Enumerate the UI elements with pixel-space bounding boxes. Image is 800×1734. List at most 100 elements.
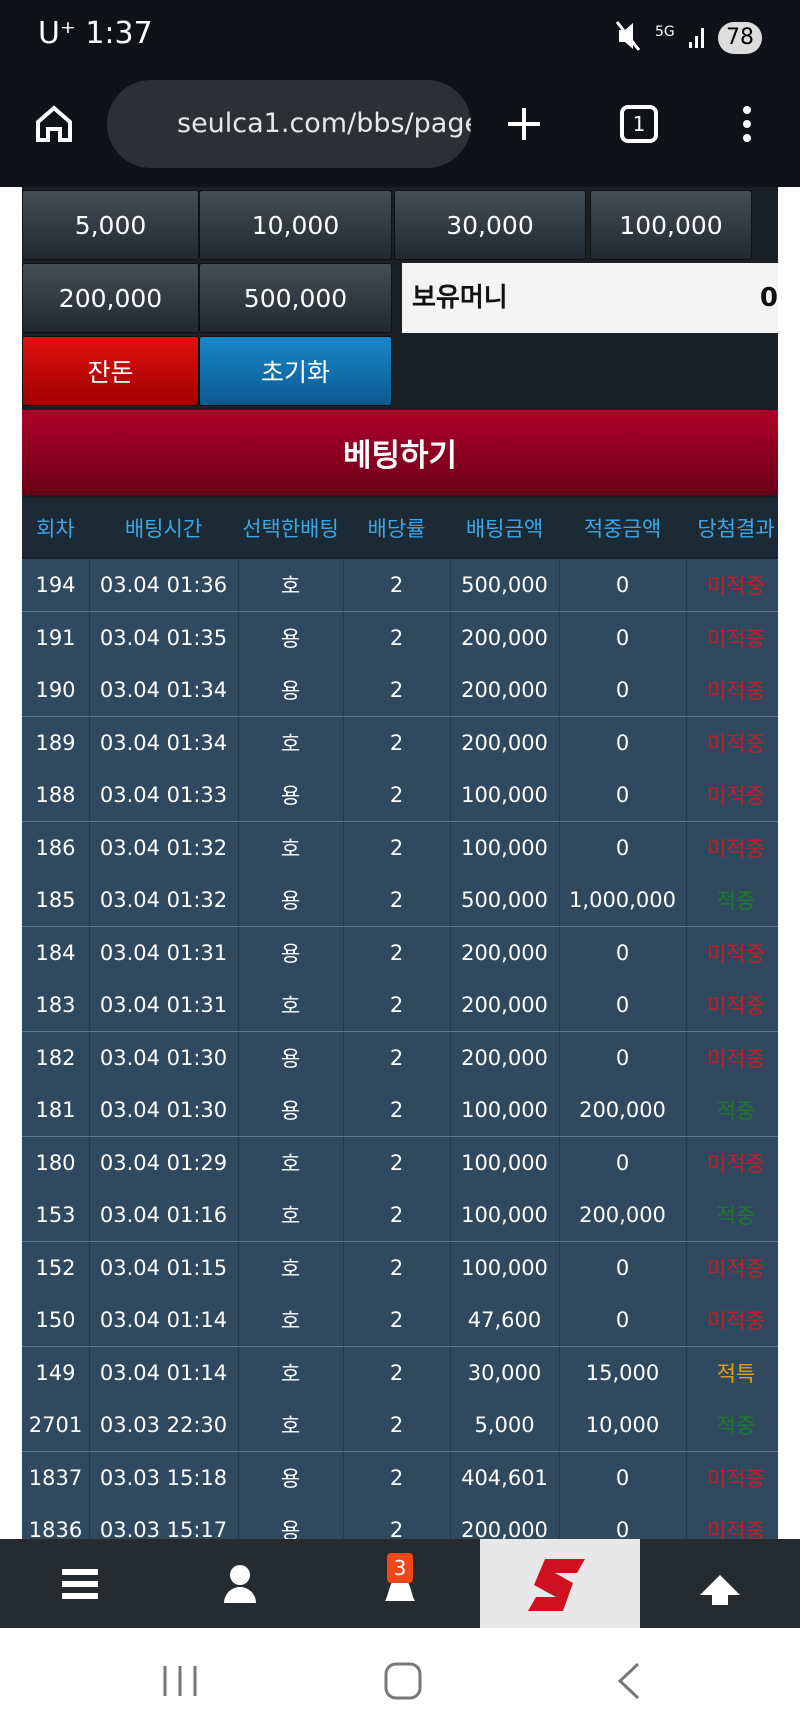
battery: 78 bbox=[718, 22, 762, 54]
table-cell: 2 bbox=[343, 1241, 451, 1294]
table-cell: 03.04 01:34 bbox=[89, 716, 239, 769]
table-cell: 호 bbox=[238, 716, 344, 769]
table-cell: 03.04 01:14 bbox=[89, 1294, 239, 1346]
table-cell: 2 bbox=[343, 1189, 451, 1241]
content: 5,000 10,000 30,000 100,000 200,000 500,000 보유… bbox=[22, 187, 778, 1539]
table-cell: 미적중 bbox=[686, 927, 778, 979]
url-bar[interactable]: seulca1.com/bbs/page bbox=[107, 80, 471, 168]
table-cell: 미적중 bbox=[686, 717, 778, 769]
amount-button[interactable]: 100,000 bbox=[590, 190, 752, 260]
table-row: 185 03.04 01:32 용 2 500,000 1,000,000 적중 bbox=[22, 874, 778, 927]
status-icons: 5G bbox=[615, 21, 704, 51]
amount-button[interactable]: 500,000 bbox=[199, 263, 392, 333]
table-cell: 적중 bbox=[686, 1399, 778, 1451]
table-cell: 용 bbox=[238, 611, 344, 664]
table-cell: 03.04 01:16 bbox=[89, 1189, 239, 1241]
table-cell: 100,000 bbox=[450, 769, 560, 821]
table-cell: 200,000 bbox=[559, 1084, 687, 1136]
amount-button[interactable]: 200,000 bbox=[22, 263, 199, 333]
table-row: 1836 03.03 15:17 용 2 200,000 0 미적중 bbox=[22, 1504, 778, 1539]
tab-count: 1 bbox=[633, 112, 646, 136]
amount-button[interactable]: 30,000 bbox=[394, 190, 586, 260]
table-cell: 03.04 01:30 bbox=[89, 1084, 239, 1136]
table-cell: 03.04 01:31 bbox=[89, 926, 239, 979]
table-cell: 100,000 bbox=[450, 1136, 560, 1189]
table-cell: 용 bbox=[238, 769, 344, 821]
table-cell: 0 bbox=[559, 979, 687, 1031]
table-header: 회차 배팅시간 선택한배팅 배당률 배팅금액 적중금액 당첨결과 bbox=[22, 498, 778, 557]
table-cell: 0 bbox=[559, 1504, 687, 1539]
table-row: 149 03.04 01:14 호 2 30,000 15,000 적특 bbox=[22, 1346, 778, 1400]
table-cell: 용 bbox=[238, 1084, 344, 1136]
table-cell: 미적중 bbox=[686, 1137, 778, 1189]
home-button[interactable] bbox=[34, 104, 74, 144]
table-cell: 호 bbox=[238, 1241, 344, 1294]
table-cell: 152 bbox=[22, 1241, 90, 1294]
table-cell: 적중 bbox=[686, 1189, 778, 1241]
table-cell: 500,000 bbox=[450, 559, 560, 611]
banner: 베팅하기 bbox=[22, 410, 778, 495]
amount-button[interactable]: 10,000 bbox=[199, 190, 392, 260]
table-cell: 185 bbox=[22, 874, 90, 926]
header-cell: 적중금액 bbox=[583, 516, 662, 541]
table-row: 191 03.04 01:35 용 2 200,000 0 미적중 bbox=[22, 611, 778, 665]
table-cell: 미적중 bbox=[686, 664, 778, 716]
table-cell: 2701 bbox=[22, 1399, 90, 1451]
header-cell: 회차 bbox=[36, 516, 75, 541]
browser-controls[interactable]: 1 bbox=[505, 104, 755, 144]
table-cell: 호 bbox=[238, 821, 344, 874]
table-cell: 200,000 bbox=[450, 979, 560, 1031]
table-cell: 2 bbox=[343, 664, 451, 716]
table-cell: 200,000 bbox=[450, 664, 560, 716]
table-row: 1837 03.03 15:18 용 2 404,601 0 미적중 bbox=[22, 1451, 778, 1505]
table-cell: 0 bbox=[559, 821, 687, 874]
table-cell: 181 bbox=[22, 1084, 90, 1136]
table-cell: 2 bbox=[343, 821, 451, 874]
table-cell: 200,000 bbox=[450, 716, 560, 769]
table-cell: 200,000 bbox=[450, 926, 560, 979]
table-cell: 100,000 bbox=[450, 1189, 560, 1241]
table-cell: 1836 bbox=[22, 1504, 90, 1539]
table-row: 182 03.04 01:30 용 2 200,000 0 미적중 bbox=[22, 1031, 778, 1085]
table-cell: 189 bbox=[22, 716, 90, 769]
header-cell: 배팅시간 bbox=[124, 516, 203, 541]
table-cell: 15,000 bbox=[559, 1346, 687, 1399]
status-bar: U⁺ 1:37 78 5G bbox=[0, 0, 800, 76]
table-cell: 적중 bbox=[686, 874, 778, 926]
table-cell: 150 bbox=[22, 1294, 90, 1346]
table-cell: 2 bbox=[343, 769, 451, 821]
table-cell: 0 bbox=[559, 1451, 687, 1504]
table-cell: 100,000 bbox=[450, 1084, 560, 1136]
table-cell: 03.04 01:15 bbox=[89, 1241, 239, 1294]
amount-button[interactable]: 5,000 bbox=[22, 190, 199, 260]
notification-badge: 3 bbox=[387, 1553, 413, 1583]
table-cell: 5,000 bbox=[450, 1399, 560, 1451]
table-cell: 호 bbox=[238, 1136, 344, 1189]
table-cell: 100,000 bbox=[450, 1241, 560, 1294]
table-cell: 호 bbox=[238, 1399, 344, 1451]
table-cell: 182 bbox=[22, 1031, 90, 1084]
action-button[interactable]: 초기화 bbox=[199, 336, 392, 406]
table-cell: 03.04 01:31 bbox=[89, 979, 239, 1031]
table-cell: 미적중 bbox=[686, 1242, 778, 1294]
table-cell: 2 bbox=[343, 716, 451, 769]
table-cell: 2 bbox=[343, 1451, 451, 1504]
table-cell: 호 bbox=[238, 979, 344, 1031]
table-cell: 2 bbox=[343, 1031, 451, 1084]
table-cell: 500,000 bbox=[450, 874, 560, 926]
table-cell: 0 bbox=[559, 769, 687, 821]
action-button[interactable]: 잔돈 bbox=[22, 336, 199, 406]
bottom-nav: 3 bbox=[0, 1539, 800, 1628]
table-cell: 47,600 bbox=[450, 1294, 560, 1346]
table-cell: 0 bbox=[559, 716, 687, 769]
table-cell: 0 bbox=[559, 1031, 687, 1084]
table-cell: 188 bbox=[22, 769, 90, 821]
system-buttons[interactable] bbox=[0, 1628, 800, 1734]
table-cell: 용 bbox=[238, 664, 344, 716]
table-cell: 03.04 01:30 bbox=[89, 1031, 239, 1084]
table-cell: 100,000 bbox=[450, 821, 560, 874]
table-cell: 404,601 bbox=[450, 1451, 560, 1504]
table-cell: 용 bbox=[238, 926, 344, 979]
table-cell: 10,000 bbox=[559, 1399, 687, 1451]
svg-text:5G: 5G bbox=[655, 24, 675, 40]
